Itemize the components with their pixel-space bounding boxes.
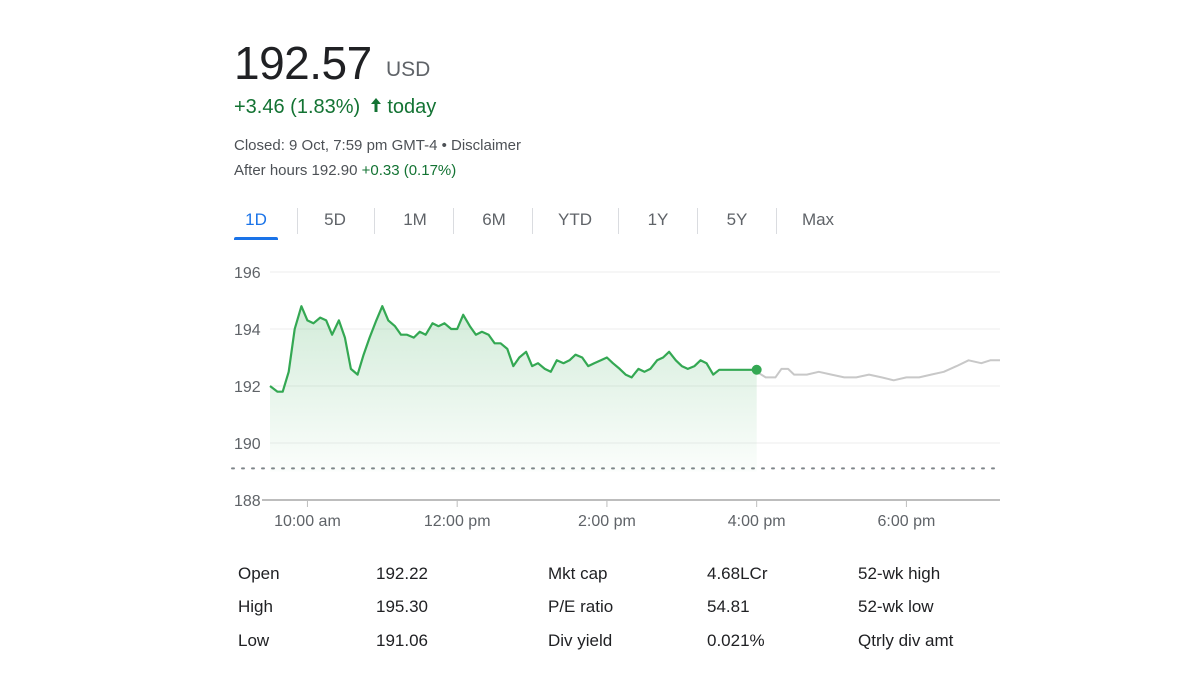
x-tick-label: 10:00 am [274,513,341,530]
stat-label-52wk-high: 52-wk high [858,564,941,583]
x-tick-label: 2:00 pm [578,513,636,530]
tab-divider [532,208,533,234]
tab-1y[interactable]: 1Y [647,210,669,229]
stat-value-open: 192.22 [376,564,428,583]
stat-label-open: Open [238,564,280,583]
stat-label-52wk-low: 52-wk low [858,597,934,616]
price-area-fill [270,306,757,472]
tab-divider [618,208,619,234]
tab-5d[interactable]: 5D [324,210,346,229]
y-tick-label: 188 [234,493,261,510]
tab-ytd[interactable]: YTD [558,210,592,229]
tab-max[interactable]: Max [801,210,835,229]
stat-value-high: 195.30 [376,597,428,616]
stat-label-qtrly-div: Qtrly div amt [858,631,954,650]
after-hours-quote: After hours 192.90 +0.33 (0.17%) [234,162,456,179]
currency-label: USD [386,58,431,81]
after-hours-line [756,359,1000,382]
tab-5y[interactable]: 5Y [726,210,748,229]
price-change: +3.46 (1.83%) today [234,96,436,119]
y-tick-label: 194 [234,322,261,339]
y-tick-label: 196 [234,265,261,282]
stat-label-low: Low [238,631,270,650]
y-tick-label: 192 [234,379,261,396]
tab-divider [697,208,698,234]
stat-value-pe-ratio: 54.81 [707,597,750,616]
tab-1d[interactable]: 1D [234,204,278,240]
arrow-up-icon [370,97,382,119]
key-stats: Open 192.22 High 195.30 Low 191.06 Mkt c… [238,562,998,662]
stat-value-low: 191.06 [376,631,428,650]
stat-label-mkt-cap: Mkt cap [548,564,608,583]
last-price-point [751,364,762,375]
market-status: Closed: 9 Oct, 7:59 pm GMT-4 • Disclaime… [234,137,521,154]
tab-1m[interactable]: 1M [403,210,427,229]
stock-price: 192.57 [234,37,372,89]
x-tick-label: 6:00 pm [878,513,936,530]
stat-label-high: High [238,597,273,616]
x-tick-label: 12:00 pm [424,513,491,530]
x-tick-label: 4:00 pm [728,513,786,530]
y-tick-label: 190 [234,436,261,453]
price-change-value: +3.46 (1.83%) [234,96,361,118]
tab-divider [453,208,454,234]
after-hours-change: +0.33 (0.17%) [361,162,457,179]
tab-divider [297,208,298,234]
stat-value-div-yield: 0.021% [707,631,765,650]
price-line [269,305,757,393]
range-tabs: 1D 5D 1M 6M YTD 1Y 5Y Max [234,204,854,240]
stat-label-div-yield: Div yield [548,631,613,650]
tab-6m[interactable]: 6M [482,210,506,229]
price-chart[interactable]: 196 194 192 190 188 10:00 am 12:00 pm 2:00 pm 4:… [228,258,1008,538]
stat-label-pe-ratio: P/E ratio [548,597,614,616]
price-change-period: today [387,96,437,118]
after-hours-price: After hours 192.90 [234,162,358,179]
tab-divider [776,208,777,234]
stat-value-mkt-cap: 4.68LCr [707,564,768,583]
tab-divider [374,208,375,234]
